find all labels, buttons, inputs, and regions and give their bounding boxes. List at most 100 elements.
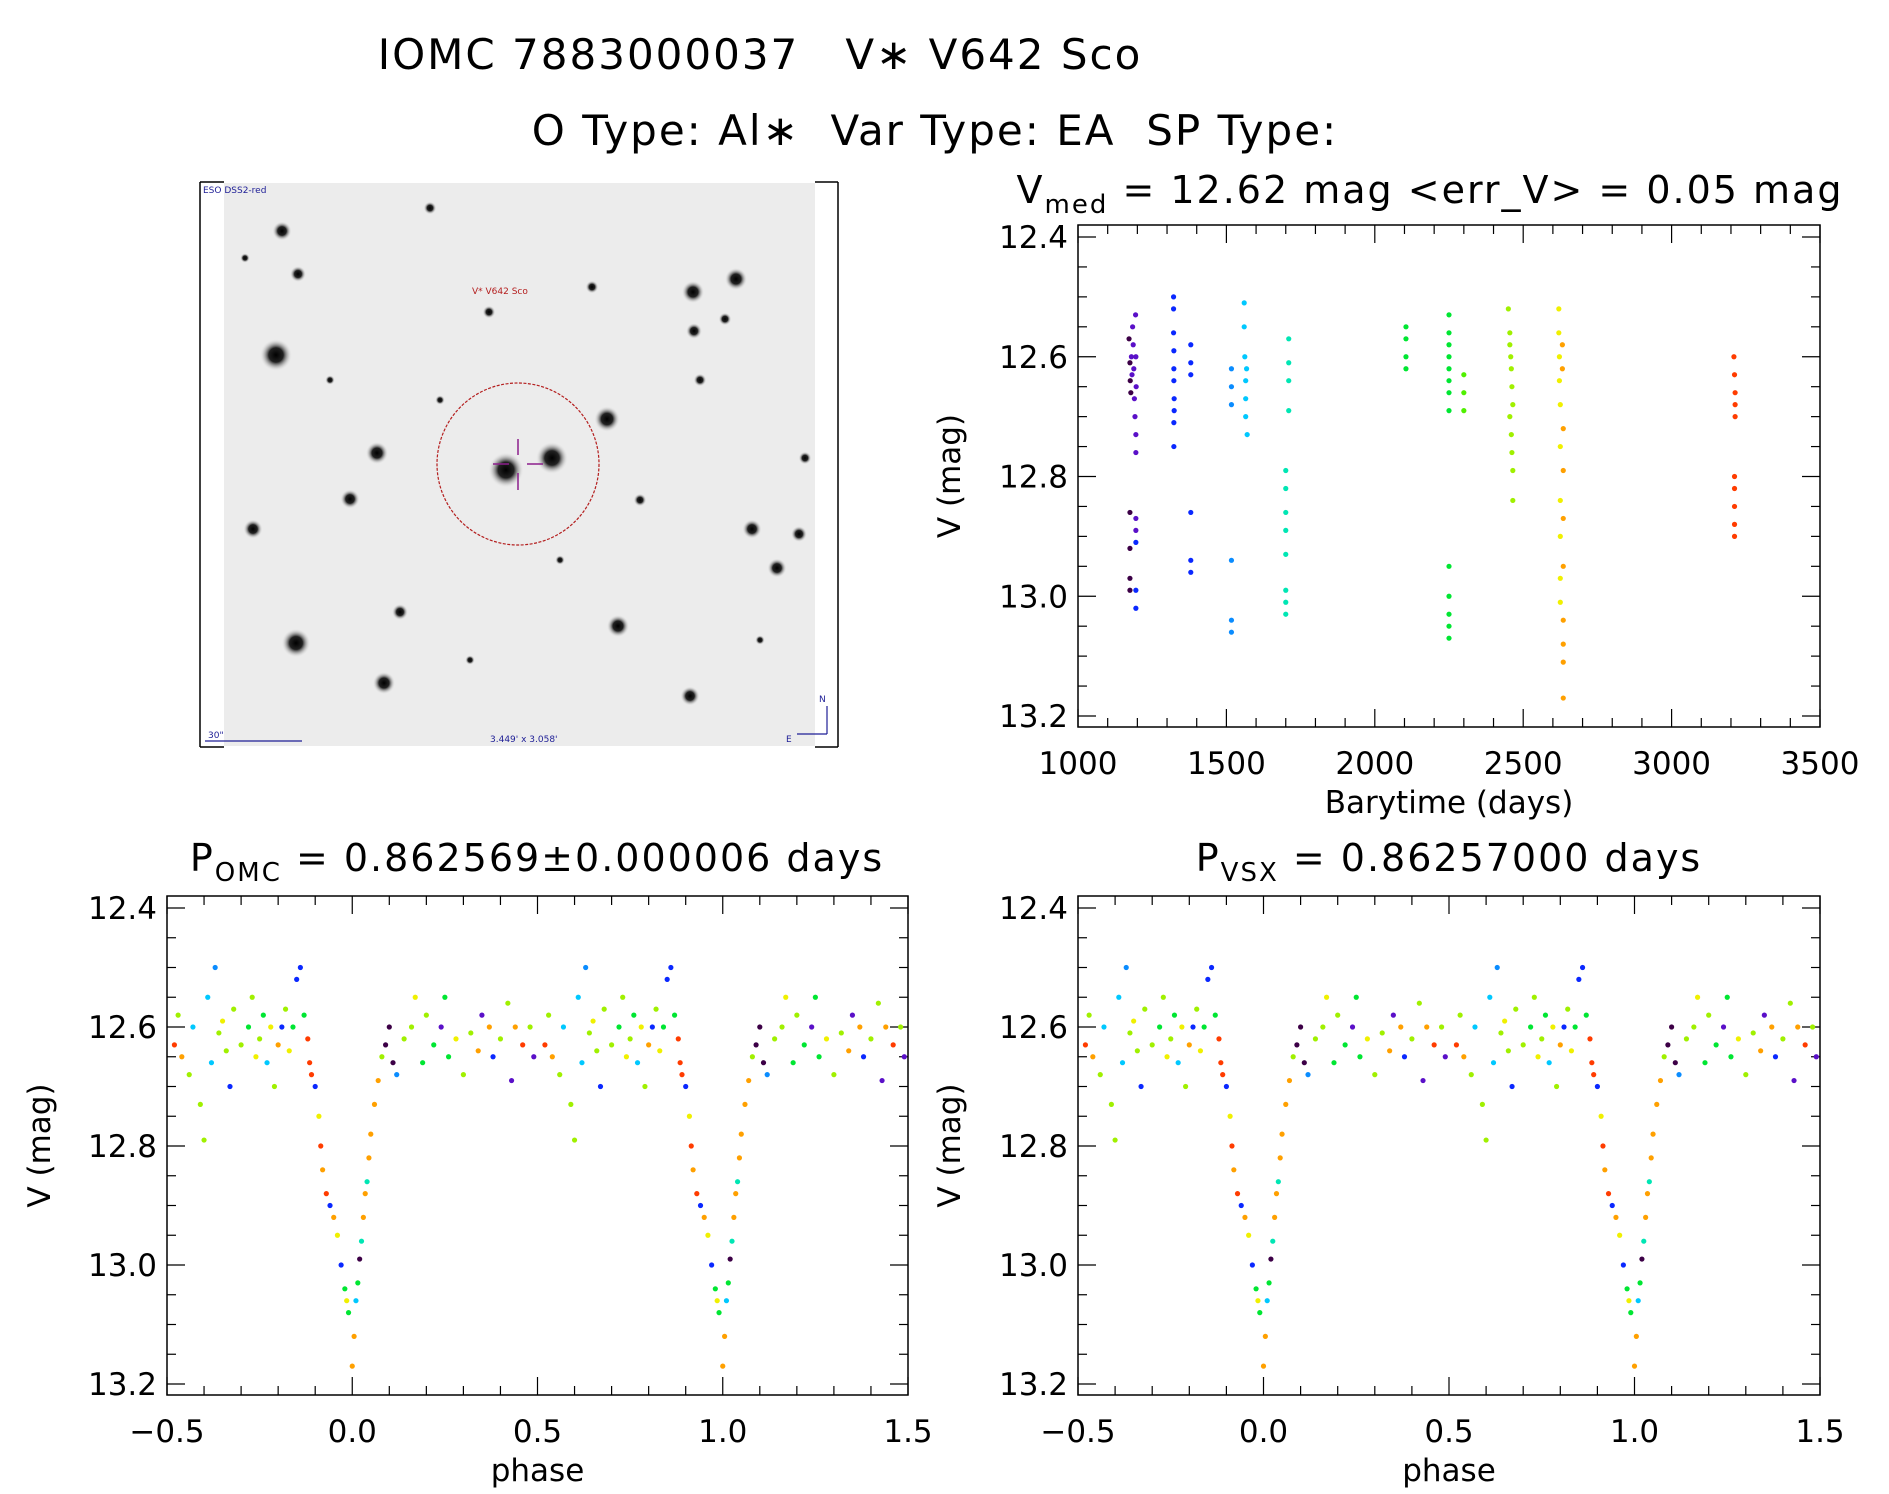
- data-point: [546, 1012, 552, 1018]
- data-point: [1728, 1054, 1734, 1060]
- data-point: [1472, 1024, 1478, 1030]
- data-point: [1179, 1024, 1185, 1030]
- data-point: [594, 1048, 600, 1054]
- data-point: [386, 1024, 392, 1030]
- data-point: [1531, 994, 1537, 1000]
- data-point: [1626, 1298, 1632, 1304]
- target-crosshair-icon: [493, 439, 543, 490]
- data-point: [1758, 1048, 1764, 1054]
- star-icon: [680, 686, 700, 706]
- data-point: [318, 1143, 324, 1149]
- data-point: [742, 1101, 748, 1107]
- data-point: [1270, 1238, 1276, 1244]
- data-point: [282, 1006, 289, 1012]
- data-point: [1082, 1042, 1089, 1048]
- data-point: [1424, 1024, 1430, 1030]
- data-point: [1528, 1024, 1534, 1030]
- y-tick-label: 13.2: [88, 1367, 157, 1403]
- data-point: [1283, 599, 1289, 605]
- title-subscript: VSX: [1220, 858, 1279, 888]
- data-point: [260, 1012, 266, 1018]
- data-point: [1171, 396, 1177, 402]
- data-point: [1802, 1042, 1808, 1048]
- data-point: [1133, 384, 1139, 390]
- data-point: [634, 1060, 641, 1066]
- data-point: [1557, 1042, 1563, 1048]
- data-point: [245, 1024, 252, 1030]
- data-point: [731, 1214, 737, 1220]
- star-icon: [594, 406, 620, 432]
- x-axis-label: Barytime (days): [1325, 785, 1574, 821]
- data-point: [320, 1167, 326, 1173]
- data-point: [1127, 575, 1133, 581]
- data-point: [816, 1054, 822, 1060]
- data-point: [1446, 312, 1452, 318]
- data-point: [653, 1006, 659, 1012]
- data-point: [783, 994, 789, 1000]
- data-point: [379, 1054, 385, 1060]
- data-point: [362, 1191, 368, 1197]
- data-point: [549, 1054, 555, 1060]
- data-point: [1813, 1054, 1819, 1060]
- data-point: [1228, 366, 1235, 372]
- x-tick-label: 1000: [1039, 746, 1118, 782]
- data-point: [1132, 414, 1138, 420]
- data-point: [772, 1036, 778, 1042]
- data-point: [1731, 354, 1737, 360]
- x-tick-label: 1.0: [698, 1414, 747, 1450]
- data-point: [1160, 994, 1166, 1000]
- data-point: [1560, 467, 1566, 474]
- data-point: [1539, 1036, 1545, 1042]
- data-point: [382, 1042, 389, 1048]
- data-point: [512, 1024, 518, 1030]
- data-point: [1149, 1042, 1155, 1048]
- data-point: [1228, 617, 1235, 623]
- data-point: [868, 1036, 874, 1042]
- data-point: [1409, 1036, 1415, 1042]
- data-point: [1594, 1083, 1600, 1090]
- data-point: [1561, 1024, 1567, 1030]
- data-point: [1613, 1214, 1619, 1220]
- y-tick-label: 13.0: [999, 1248, 1068, 1284]
- y-axis-label: V (mag): [22, 1083, 58, 1207]
- data-point: [1242, 354, 1248, 360]
- survey-label: ESO DSS2-red: [203, 186, 266, 196]
- data-point: [1229, 1143, 1235, 1149]
- data-point: [1398, 1024, 1404, 1030]
- data-point: [1446, 330, 1452, 336]
- data-point: [1505, 1048, 1511, 1054]
- data-point: [1661, 1054, 1667, 1060]
- data-point: [1446, 593, 1452, 599]
- data-point: [679, 1072, 685, 1078]
- data-point: [1731, 485, 1738, 492]
- data-point: [849, 1012, 856, 1018]
- data-point: [734, 1179, 741, 1185]
- data-point: [1572, 1024, 1578, 1030]
- data-point: [779, 1024, 785, 1030]
- x-tick-label: 2500: [1484, 746, 1563, 782]
- data-point: [357, 1256, 363, 1262]
- data-point: [1446, 635, 1452, 641]
- data-point: [1431, 1042, 1437, 1048]
- chart-1: −0.5 0.0 0.5 1.0 1.5 12.4 12.6 12.8 13.0 13.2 phas…: [22, 891, 933, 1489]
- data-point: [1086, 1012, 1092, 1018]
- data-point: [390, 1060, 396, 1066]
- data-point: [1323, 994, 1330, 1000]
- data-point: [686, 1113, 693, 1119]
- data-point: [431, 1042, 437, 1048]
- data-point: [344, 1298, 350, 1304]
- data-point: [1119, 1060, 1126, 1066]
- data-point: [1216, 1036, 1222, 1042]
- x-tick-label: 0.0: [1239, 1414, 1288, 1450]
- data-point: [1631, 1363, 1638, 1369]
- x-tick-label: 0.0: [328, 1414, 377, 1450]
- data-point: [1133, 605, 1139, 611]
- star-icon: [365, 441, 389, 465]
- data-point: [809, 1024, 815, 1030]
- data-point: [1234, 1191, 1241, 1197]
- data-point: [709, 1262, 715, 1268]
- data-point: [757, 1024, 763, 1030]
- data-point: [1188, 342, 1194, 348]
- data-point: [1560, 563, 1566, 569]
- data-point: [1557, 443, 1563, 450]
